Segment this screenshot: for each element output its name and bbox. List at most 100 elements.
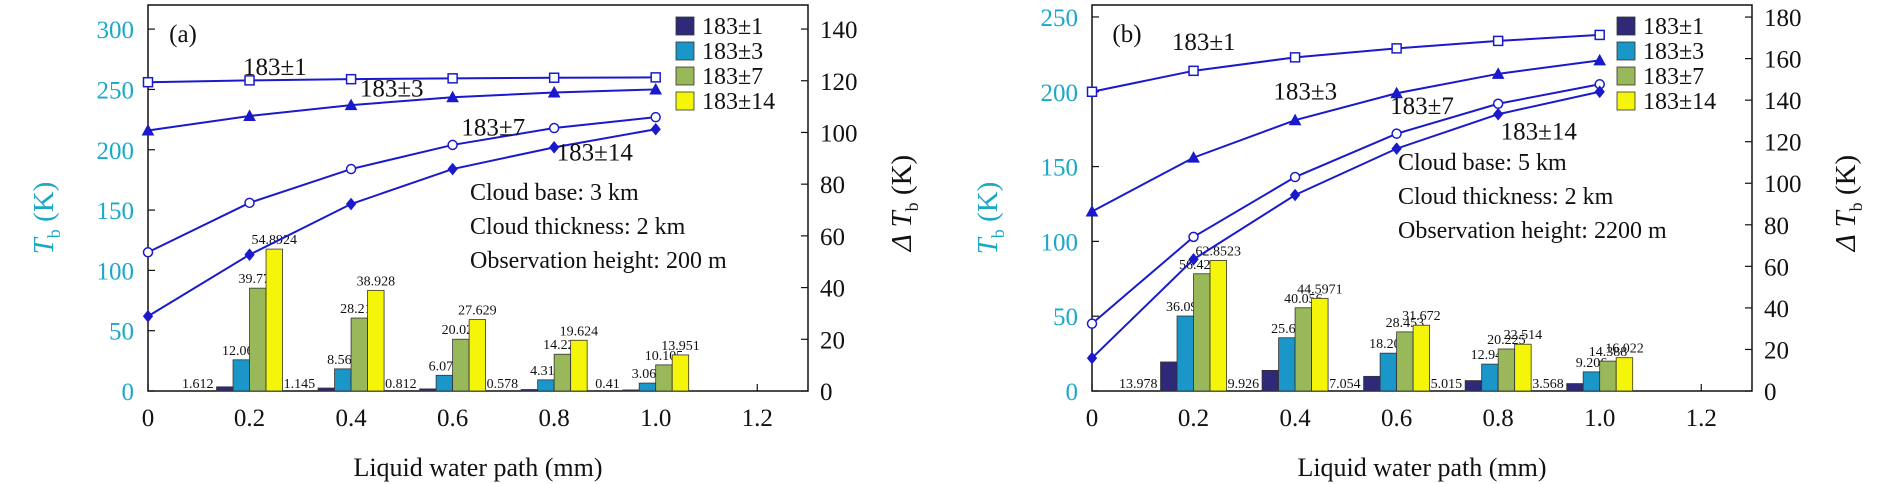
y-right-tick-label: 120 xyxy=(1764,130,1802,157)
annotation: Observation height: 2200 m xyxy=(1398,218,1667,244)
legend-swatch xyxy=(675,66,695,86)
y-left-axis-label: Tb (K) xyxy=(28,182,64,255)
bar-183-pm-7 xyxy=(1193,273,1211,392)
line-label: 183±3 xyxy=(360,76,424,103)
x-tick-label: 1.2 xyxy=(1686,405,1717,432)
bar-183-pm-1 xyxy=(1160,361,1178,392)
legend-label: 183±14 xyxy=(702,89,775,115)
point-triangle xyxy=(243,109,256,121)
y-right-tick-label: 0 xyxy=(1764,379,1777,406)
y-left-label-unit: (K) xyxy=(972,182,1004,230)
y-right-tick-label: 60 xyxy=(820,224,845,251)
legend-label: 183±3 xyxy=(702,39,763,65)
bar-183-pm-1 xyxy=(216,386,234,392)
legend-swatch xyxy=(1616,91,1636,111)
y-right-tick-label: 100 xyxy=(1764,171,1802,198)
line-label: 183±1 xyxy=(243,54,307,81)
point-circle xyxy=(447,139,458,151)
y-right-label-unit: (K) xyxy=(886,155,918,203)
annotation: Cloud thickness: 2 km xyxy=(470,214,686,240)
y-right-label-unit: (K) xyxy=(1830,155,1862,203)
bar-value-label: 1.145 xyxy=(284,377,316,392)
bar-183-pm-3 xyxy=(1176,315,1194,392)
legend-label: 183±7 xyxy=(1643,64,1704,90)
bar-183-pm-14 xyxy=(1615,357,1634,392)
line-label: 183±14 xyxy=(1501,119,1578,146)
bar-value-label: 9.926 xyxy=(1228,377,1260,392)
y-right-tick-label: 180 xyxy=(1764,5,1802,32)
bar-183-pm-7 xyxy=(350,317,368,392)
legend-swatch xyxy=(1616,16,1636,36)
bar-183-pm-3 xyxy=(1481,363,1499,392)
bar-183-pm-14 xyxy=(1412,324,1431,392)
point-circle xyxy=(1492,98,1504,109)
y-left-tick-label: 0 xyxy=(1066,379,1079,406)
line-label: 183±1 xyxy=(1172,29,1236,56)
point-triangle xyxy=(1491,67,1505,79)
point-triangle xyxy=(446,90,459,103)
bar-183-pm-14 xyxy=(1209,260,1227,392)
x-tick-label: 1.2 xyxy=(742,405,773,432)
point-square xyxy=(650,72,661,83)
bar-value-label: 0.812 xyxy=(385,377,417,392)
bar-183-pm-7 xyxy=(655,364,673,392)
point-diamond xyxy=(1289,188,1301,202)
bar-183-pm-14 xyxy=(671,354,690,392)
point-square xyxy=(1289,52,1301,63)
line-183-pm-7 xyxy=(1091,83,1600,325)
point-diamond xyxy=(1188,253,1199,266)
point-diamond xyxy=(1493,107,1504,121)
bar-183-pm-14 xyxy=(265,248,283,392)
bar-value-label: 16.022 xyxy=(1605,342,1644,357)
bar-value-label: 44.5971 xyxy=(1297,282,1343,297)
point-diamond xyxy=(244,248,255,261)
y-right-tick-label: 20 xyxy=(1764,337,1789,364)
panel-label: (b) xyxy=(1112,21,1141,48)
bar-183-pm-1 xyxy=(1464,380,1483,392)
point-diamond xyxy=(345,197,357,211)
point-triangle xyxy=(344,98,358,111)
line-183-pm-14 xyxy=(1091,90,1600,359)
point-square xyxy=(1086,86,1098,98)
line-183-pm-14 xyxy=(147,128,656,318)
point-triangle xyxy=(547,85,561,98)
bar-value-label: 0.41 xyxy=(595,377,620,392)
y-right-tick-label: 0 xyxy=(820,379,833,406)
bar-183-pm-7 xyxy=(1396,331,1414,392)
point-triangle xyxy=(1593,53,1607,66)
x-tick-label: 0 xyxy=(1086,405,1099,432)
x-tick-label: 0.2 xyxy=(234,405,265,432)
bar-183-pm-3 xyxy=(1379,352,1398,392)
x-tick-label: 0.2 xyxy=(1178,405,1209,432)
y-left-tick-label: 300 xyxy=(97,17,135,44)
y-left-label-main: T xyxy=(28,236,60,254)
line-183-pm-3 xyxy=(1091,59,1600,213)
bar-183-pm-3 xyxy=(537,379,555,392)
point-triangle xyxy=(1390,86,1403,99)
annotation: Cloud base: 5 km xyxy=(1398,150,1567,176)
point-circle xyxy=(142,247,154,258)
point-diamond xyxy=(1086,351,1098,365)
bar-value-label: 3.568 xyxy=(1532,377,1564,392)
line-183-pm-3 xyxy=(147,88,656,132)
bar-value-label: 19.624 xyxy=(560,324,599,339)
x-tick-label: 0.4 xyxy=(1279,405,1311,432)
y-right-tick-label: 80 xyxy=(1764,213,1789,240)
y-right-tick-label: 160 xyxy=(1764,47,1802,74)
bar-value-label: 62.8523 xyxy=(1196,244,1242,259)
y-left-tick-label: 100 xyxy=(97,258,135,285)
x-tick-label: 0.8 xyxy=(539,405,570,432)
y-left-label-main: T xyxy=(972,236,1004,254)
legend-swatch xyxy=(1616,66,1636,86)
bar-183-pm-7 xyxy=(553,353,572,392)
bar-value-label: 0.578 xyxy=(487,377,519,392)
bar-183-pm-14 xyxy=(1514,343,1532,392)
line-label: 183±7 xyxy=(1390,93,1454,120)
x-tick-label: 0.6 xyxy=(437,405,468,432)
point-circle xyxy=(1086,318,1098,329)
annotation: Observation height: 200 m xyxy=(470,248,727,274)
point-square xyxy=(1594,29,1605,41)
point-circle xyxy=(650,111,661,123)
y-right-label-sub: b xyxy=(902,202,922,211)
